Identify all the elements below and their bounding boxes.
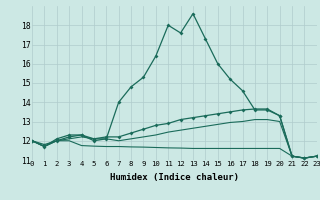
- X-axis label: Humidex (Indice chaleur): Humidex (Indice chaleur): [110, 173, 239, 182]
